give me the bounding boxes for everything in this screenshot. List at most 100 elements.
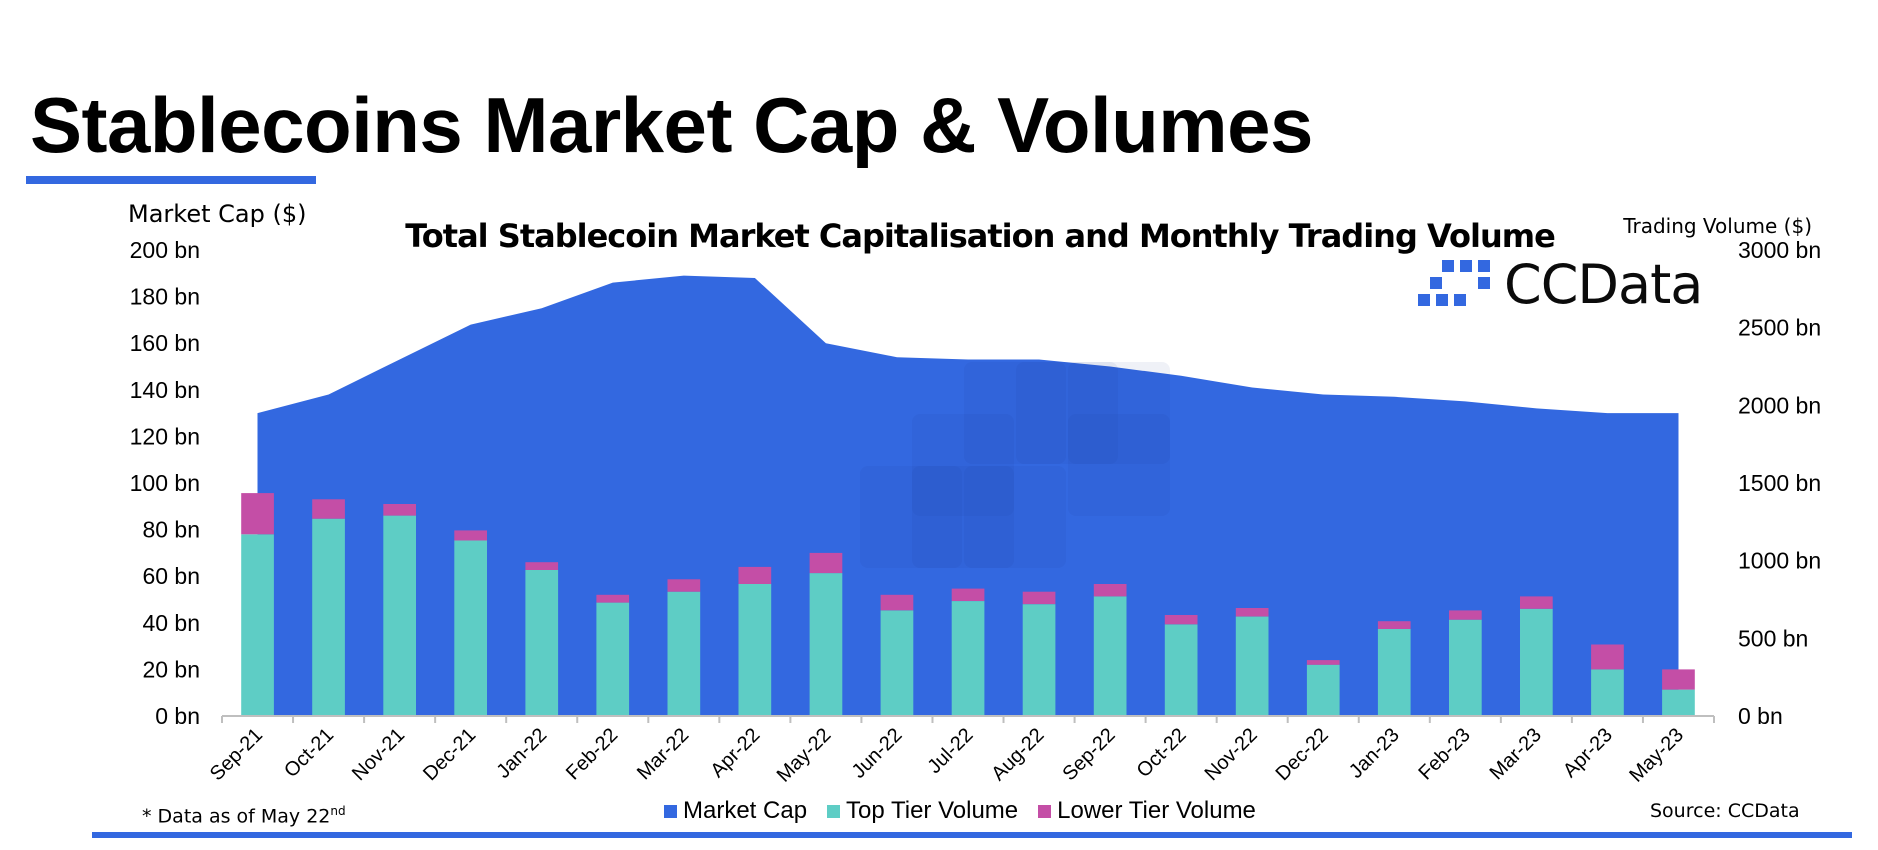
legend-swatch-top-tier	[827, 804, 841, 818]
lower-tier-bar-aug-22	[1022, 591, 1056, 605]
lower-tier-bar-mar-22	[667, 579, 701, 592]
right-tick-label: 1500 bn	[1738, 470, 1821, 496]
x-tick-label: Apr-22	[706, 724, 764, 782]
lower-tier-bar-apr-23	[1591, 644, 1624, 670]
right-tick-label: 2500 bn	[1738, 315, 1821, 341]
left-tick-label: 0 bn	[155, 703, 200, 729]
x-tick-label: Oct-21	[280, 724, 338, 782]
x-tick-label: Nov-21	[348, 724, 409, 785]
top-tier-bar-jan-22	[525, 570, 559, 716]
watermark-block	[964, 362, 1066, 464]
right-tick-label: 1000 bn	[1738, 548, 1821, 574]
top-tier-bar-oct-21	[312, 518, 345, 716]
footnote-text: * Data as of May 22	[142, 805, 331, 828]
lower-tier-bar-dec-22	[1306, 660, 1340, 665]
top-tier-bar-oct-22	[1164, 624, 1198, 716]
lower-tier-bar-dec-21	[454, 530, 487, 541]
lower-tier-bar-jan-23	[1377, 621, 1411, 629]
x-tick-label: Apr-23	[1559, 724, 1617, 782]
top-tier-bar-apr-22	[738, 584, 772, 716]
legend-top-tier: Top Tier Volume	[827, 797, 1018, 825]
bottom-rule	[92, 832, 1852, 838]
lower-tier-bar-feb-23	[1449, 610, 1482, 620]
top-tier-bar-may-22	[809, 573, 843, 716]
x-tick-label: Feb-22	[562, 724, 622, 784]
x-tick-label: Aug-22	[987, 724, 1048, 785]
lower-tier-bar-may-22	[809, 552, 843, 574]
watermark-icon	[860, 362, 1170, 568]
title-underline	[26, 176, 316, 184]
legend-swatch-lower-tier	[1038, 804, 1052, 818]
top-tier-bar-aug-22	[1022, 604, 1056, 716]
watermark-block	[964, 466, 1066, 568]
x-axis-ticks	[221, 716, 1715, 723]
right-tick-label: 3000 bn	[1738, 237, 1821, 263]
x-tick-label: Jun-22	[848, 724, 907, 783]
top-tier-bar-apr-23	[1591, 669, 1624, 716]
lower-tier-bar-feb-22	[596, 594, 630, 603]
watermark-block	[1068, 414, 1170, 516]
lower-tier-bar-nov-21	[383, 504, 416, 516]
x-tick-label: Sep-21	[206, 724, 267, 785]
left-tick-label: 160 bn	[130, 330, 200, 356]
lower-tier-bar-sep-21	[241, 493, 274, 535]
x-tick-label: May-23	[1625, 724, 1688, 787]
x-tick-label: Nov-22	[1201, 724, 1262, 785]
right-axis-title: Trading Volume ($)	[1622, 214, 1812, 238]
watermark-block	[1016, 362, 1118, 464]
x-tick-label: Dec-21	[419, 724, 480, 785]
lower-tier-bar-sep-22	[1093, 584, 1127, 597]
brand-name: CCData	[1504, 252, 1703, 316]
left-tick-label: 120 bn	[130, 423, 200, 449]
right-tick-label: 2000 bn	[1738, 392, 1821, 418]
top-tier-bar-sep-22	[1093, 596, 1127, 716]
x-tick-label: Jan-23	[1345, 724, 1404, 783]
lower-tier-bar-apr-22	[738, 566, 772, 584]
left-tick-label: 200 bn	[130, 237, 200, 263]
legend-label-top-tier: Top Tier Volume	[846, 797, 1019, 824]
lower-tier-bar-nov-22	[1235, 608, 1269, 617]
legend-market-cap: Market Cap	[664, 797, 807, 825]
brand-logo: CCData	[1418, 252, 1728, 316]
legend-label-lower-tier: Lower Tier Volume	[1057, 797, 1256, 824]
lower-tier-bar-jun-22	[880, 594, 914, 611]
top-tier-bar-jun-22	[880, 610, 914, 716]
top-tier-bar-nov-21	[383, 515, 416, 716]
top-tier-bar-dec-22	[1306, 664, 1340, 716]
watermark-block	[1068, 362, 1170, 464]
left-tick-label: 80 bn	[142, 517, 200, 543]
right-tick-label: 500 bn	[1738, 625, 1808, 651]
top-tier-bar-sep-21	[241, 534, 274, 716]
top-tier-bar-jan-23	[1377, 629, 1411, 716]
left-tick-label: 100 bn	[130, 470, 200, 496]
left-axis-title: Market Cap ($)	[128, 200, 306, 228]
watermark-block	[912, 414, 1014, 516]
lower-tier-bar-jul-22	[951, 588, 985, 601]
legend-label-market-cap: Market Cap	[683, 797, 808, 824]
chart-legend: Market Cap Top Tier Volume Lower Tier Vo…	[664, 797, 1276, 825]
lower-tier-bar-oct-21	[312, 499, 345, 519]
x-tick-label: Mar-23	[1486, 724, 1546, 784]
ccdata-logo-icon	[1418, 260, 1490, 306]
left-tick-label: 140 bn	[130, 377, 200, 403]
top-tier-bar-feb-22	[596, 602, 630, 716]
watermark-block	[912, 466, 1014, 568]
volume-bars	[241, 493, 1695, 716]
footnote-superscript: nd	[330, 804, 346, 818]
source-note: Source: CCData	[1650, 800, 1800, 822]
chart-title: Total Stablecoin Market Capitalisation a…	[405, 217, 1555, 255]
x-tick-label: Sep-22	[1058, 724, 1119, 785]
page-title: Stablecoins Market Cap & Volumes	[30, 81, 1313, 169]
x-tick-label: Feb-23	[1414, 724, 1474, 784]
lower-tier-bar-may-23	[1662, 669, 1695, 690]
top-tier-bar-nov-22	[1235, 616, 1269, 716]
top-tier-bar-may-23	[1662, 689, 1695, 716]
right-tick-label: 0 bn	[1738, 703, 1783, 729]
left-tick-label: 180 bn	[130, 284, 200, 310]
x-tick-label: Oct-22	[1133, 724, 1191, 782]
left-axis-ticks: 0 bn 20 bn 40 bn 60 bn 80 bn 100 bn 120 bn 140 …	[130, 237, 200, 729]
x-tick-label: Mar-22	[633, 724, 693, 784]
top-tier-bar-mar-23	[1520, 608, 1553, 716]
left-tick-label: 60 bn	[142, 563, 200, 589]
